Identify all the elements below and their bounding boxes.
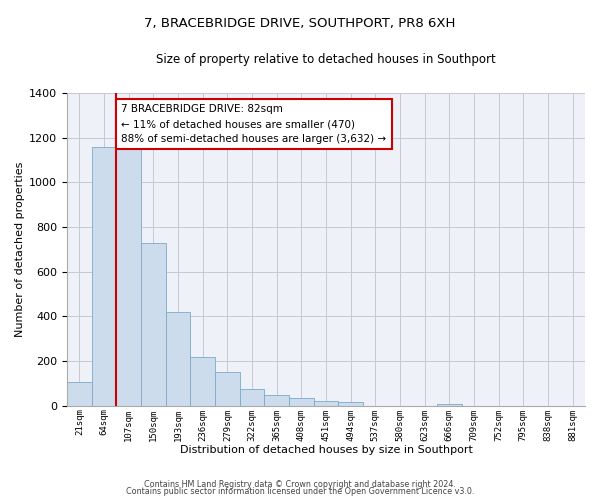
- Bar: [265, 394, 289, 406]
- Bar: [141, 242, 166, 406]
- Title: Size of property relative to detached houses in Southport: Size of property relative to detached ho…: [156, 52, 496, 66]
- Y-axis label: Number of detached properties: Number of detached properties: [15, 162, 25, 337]
- Bar: [314, 402, 338, 406]
- Text: 7, BRACEBRIDGE DRIVE, SOUTHPORT, PR8 6XH: 7, BRACEBRIDGE DRIVE, SOUTHPORT, PR8 6XH: [145, 18, 455, 30]
- Bar: [239, 389, 265, 406]
- Text: Contains public sector information licensed under the Open Government Licence v3: Contains public sector information licen…: [126, 488, 474, 496]
- Bar: [67, 382, 92, 406]
- Bar: [190, 356, 215, 406]
- Bar: [338, 402, 363, 406]
- Bar: [116, 146, 141, 406]
- Bar: [289, 398, 314, 406]
- Bar: [437, 404, 461, 406]
- Text: 7 BRACEBRIDGE DRIVE: 82sqm
← 11% of detached houses are smaller (470)
88% of sem: 7 BRACEBRIDGE DRIVE: 82sqm ← 11% of deta…: [121, 104, 386, 144]
- Text: Contains HM Land Registry data © Crown copyright and database right 2024.: Contains HM Land Registry data © Crown c…: [144, 480, 456, 489]
- Bar: [166, 312, 190, 406]
- X-axis label: Distribution of detached houses by size in Southport: Distribution of detached houses by size …: [179, 445, 472, 455]
- Bar: [92, 146, 116, 406]
- Bar: [215, 372, 239, 406]
